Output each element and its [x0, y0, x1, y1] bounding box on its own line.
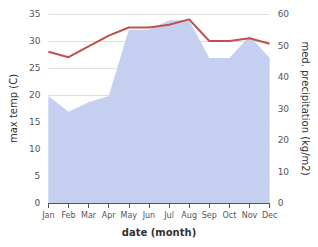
svg-text:Mar: Mar: [81, 211, 97, 220]
svg-text:20: 20: [278, 135, 290, 145]
svg-text:med. precipitation (kg/m2): med. precipitation (kg/m2): [300, 41, 311, 175]
svg-text:Sep: Sep: [202, 211, 217, 220]
svg-text:Apr: Apr: [102, 211, 117, 220]
svg-text:Dec: Dec: [262, 211, 277, 220]
svg-text:10: 10: [278, 167, 290, 177]
svg-text:Aug: Aug: [181, 211, 197, 220]
svg-text:60: 60: [278, 9, 290, 19]
svg-text:30: 30: [29, 36, 41, 46]
svg-text:max temp (C): max temp (C): [8, 74, 19, 143]
svg-text:35: 35: [29, 9, 40, 19]
svg-text:Oct: Oct: [222, 211, 236, 220]
svg-text:Feb: Feb: [61, 211, 75, 220]
svg-text:15: 15: [29, 117, 40, 127]
svg-text:5: 5: [35, 171, 41, 181]
svg-text:40: 40: [278, 72, 290, 82]
svg-text:date (month): date (month): [122, 227, 196, 238]
svg-text:Jun: Jun: [142, 211, 156, 220]
svg-text:20: 20: [29, 90, 41, 100]
svg-text:May: May: [121, 211, 138, 220]
svg-text:Jan: Jan: [41, 211, 54, 220]
svg-text:Jul: Jul: [163, 211, 174, 220]
svg-text:30: 30: [278, 104, 290, 114]
svg-text:25: 25: [29, 63, 40, 73]
svg-text:0: 0: [35, 198, 41, 208]
svg-text:0: 0: [278, 198, 284, 208]
svg-text:Nov: Nov: [242, 211, 258, 220]
svg-text:50: 50: [278, 41, 290, 51]
svg-text:10: 10: [29, 144, 41, 154]
